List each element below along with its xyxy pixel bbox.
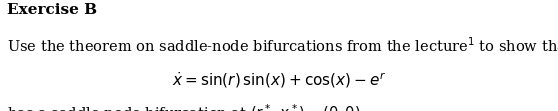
Text: Use the theorem on saddle-node bifurcations from the lecture$^1$ to show that: Use the theorem on saddle-node bifurcati… — [7, 37, 558, 55]
Text: Exercise B: Exercise B — [7, 3, 98, 17]
Text: $\dot{x} = \sin(r)\,\sin(x) + \cos(x) - e^{r}$: $\dot{x} = \sin(r)\,\sin(x) + \cos(x) - … — [172, 70, 386, 90]
Text: has a saddle-node bifurcation at $(r^*, x^*) = (0, 0).$: has a saddle-node bifurcation at $(r^*, … — [7, 102, 365, 111]
